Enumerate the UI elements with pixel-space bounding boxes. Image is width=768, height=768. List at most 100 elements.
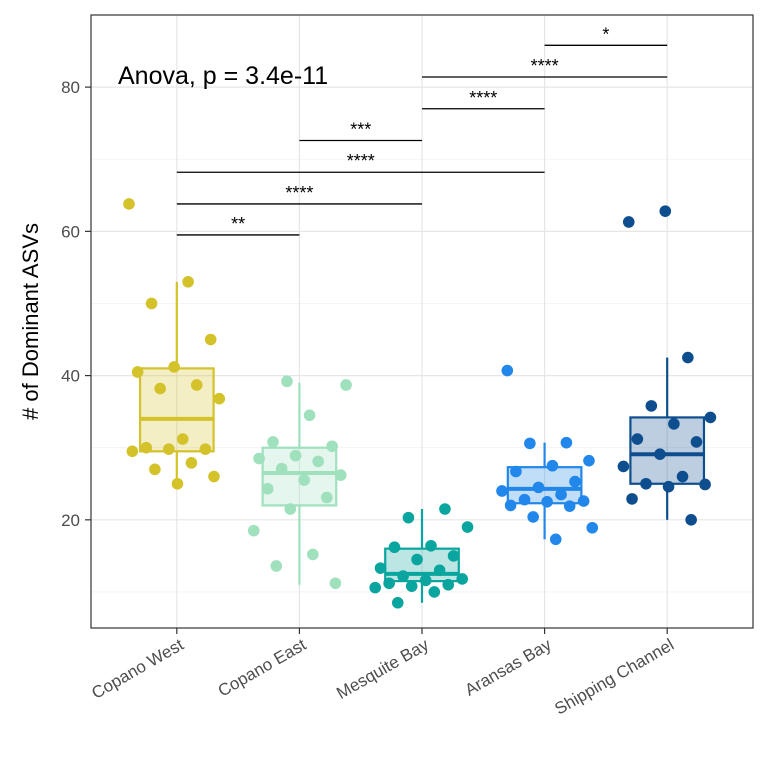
data-point: [626, 493, 638, 505]
data-point: [631, 433, 644, 445]
data-point: [388, 541, 401, 554]
data-point: [270, 560, 283, 572]
significance-label: ****: [531, 56, 559, 76]
data-point: [275, 462, 288, 475]
data-point: [555, 488, 567, 501]
data-point: [524, 437, 536, 450]
data-point: [281, 375, 293, 388]
data-point: [190, 379, 203, 391]
data-point: [442, 578, 455, 591]
box: [629, 416, 706, 485]
data-point: [261, 483, 274, 495]
data-point: [182, 276, 194, 288]
significance-label: *: [602, 24, 609, 44]
data-point: [267, 436, 279, 448]
data-point: [312, 455, 324, 468]
data-point: [320, 491, 333, 504]
data-point: [439, 503, 451, 515]
x-axis: Copano West Copano East Mesquite Bay Aransa…: [88, 628, 677, 719]
data-point: [690, 436, 703, 448]
x-tick-label: Shipping Channel: [551, 635, 677, 719]
data-point: [496, 485, 508, 497]
data-point: [140, 441, 153, 454]
data-point: [640, 477, 652, 490]
data-point: [622, 216, 635, 228]
significance-label: **: [231, 214, 245, 234]
data-point: [247, 524, 260, 537]
y-tick-label: 60: [61, 222, 80, 241]
data-point: [213, 392, 226, 405]
data-point: [208, 470, 220, 483]
data-point: [391, 596, 404, 609]
data-point: [659, 205, 672, 217]
x-tick-label: Copano West: [88, 635, 187, 703]
data-point: [532, 481, 545, 494]
data-point: [425, 539, 437, 552]
data-point: [704, 411, 717, 424]
data-point: [374, 562, 387, 574]
data-point: [456, 573, 468, 585]
data-point: [334, 469, 347, 481]
data-point: [504, 499, 517, 512]
data-point: [411, 553, 423, 566]
data-point: [289, 449, 302, 462]
data-point: [433, 564, 446, 577]
y-tick-label: 80: [61, 78, 80, 97]
data-point: [340, 379, 352, 391]
significance-label: ****: [469, 88, 497, 108]
data-point: [253, 452, 265, 465]
data-point: [563, 500, 576, 512]
data-point: [586, 521, 599, 534]
data-point: [204, 333, 217, 346]
data-point: [307, 548, 319, 561]
data-point: [176, 433, 189, 445]
data-point: [329, 577, 342, 590]
data-point: [617, 460, 630, 473]
data-point: [154, 382, 166, 395]
data-point: [402, 511, 415, 524]
data-point: [577, 495, 590, 507]
data-point: [510, 465, 522, 478]
data-point: [546, 459, 559, 472]
data-point: [447, 550, 460, 562]
data-point: [284, 503, 297, 515]
x-tick-label: Copano East: [215, 635, 310, 701]
data-point: [527, 511, 539, 523]
data-point: [145, 297, 158, 310]
data-point: [123, 198, 135, 210]
data-point: [298, 474, 311, 486]
data-point: [126, 445, 139, 458]
significance-label: ****: [285, 183, 313, 203]
data-point: [668, 418, 680, 430]
data-point: [405, 580, 418, 592]
box: [138, 367, 215, 453]
data-point: [682, 351, 694, 364]
data-point: [369, 581, 381, 594]
data-point: [171, 477, 184, 490]
data-point: [326, 440, 338, 453]
data-point: [168, 361, 180, 373]
y-axis-title: # of Dominant ASVs: [18, 223, 43, 420]
significance-label: ***: [350, 119, 371, 139]
data-point: [569, 475, 581, 488]
data-point: [541, 495, 553, 508]
data-point: [645, 400, 658, 412]
data-point: [583, 454, 595, 467]
data-point: [654, 448, 666, 460]
y-tick-label: 40: [61, 367, 80, 386]
data-point: [149, 463, 161, 476]
x-tick-label: Mesquite Bay: [333, 635, 432, 703]
significance-label: ****: [347, 151, 375, 171]
x-tick-label: Aransas Bay: [462, 635, 555, 700]
data-point: [419, 574, 432, 587]
data-point: [428, 586, 441, 598]
data-point: [501, 364, 514, 377]
data-point: [199, 443, 212, 455]
data-point: [676, 470, 689, 483]
y-tick-label: 20: [61, 511, 80, 530]
data-point: [163, 443, 175, 455]
data-point: [699, 478, 711, 491]
data-point: [397, 570, 409, 582]
data-point: [461, 521, 474, 533]
